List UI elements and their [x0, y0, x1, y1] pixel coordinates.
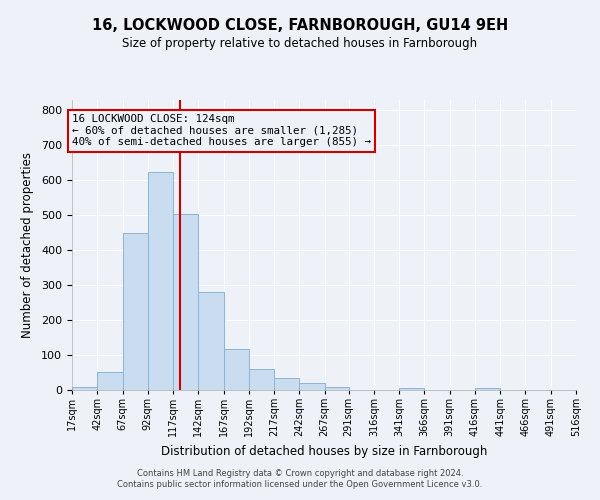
Bar: [198, 292, 224, 390]
Y-axis label: Number of detached properties: Number of detached properties: [21, 152, 34, 338]
Text: Contains public sector information licensed under the Open Government Licence v3: Contains public sector information licen…: [118, 480, 482, 489]
Text: Size of property relative to detached houses in Farnborough: Size of property relative to detached ho…: [122, 38, 478, 51]
Bar: [173, 214, 198, 390]
Bar: [72, 386, 97, 390]
Text: 16 LOCKWOOD CLOSE: 124sqm
← 60% of detached houses are smaller (1,285)
40% of se: 16 LOCKWOOD CLOSE: 124sqm ← 60% of detac…: [72, 114, 371, 147]
X-axis label: Distribution of detached houses by size in Farnborough: Distribution of detached houses by size …: [161, 444, 487, 458]
Bar: [475, 388, 500, 390]
Bar: [274, 378, 299, 390]
Bar: [325, 387, 349, 390]
Text: Contains HM Land Registry data © Crown copyright and database right 2024.: Contains HM Land Registry data © Crown c…: [137, 468, 463, 477]
Bar: [148, 172, 173, 390]
Bar: [299, 383, 325, 390]
Bar: [399, 388, 424, 390]
Bar: [224, 349, 249, 390]
Bar: [122, 233, 148, 390]
Bar: [97, 372, 122, 390]
Bar: [249, 369, 274, 390]
Text: 16, LOCKWOOD CLOSE, FARNBOROUGH, GU14 9EH: 16, LOCKWOOD CLOSE, FARNBOROUGH, GU14 9E…: [92, 18, 508, 32]
